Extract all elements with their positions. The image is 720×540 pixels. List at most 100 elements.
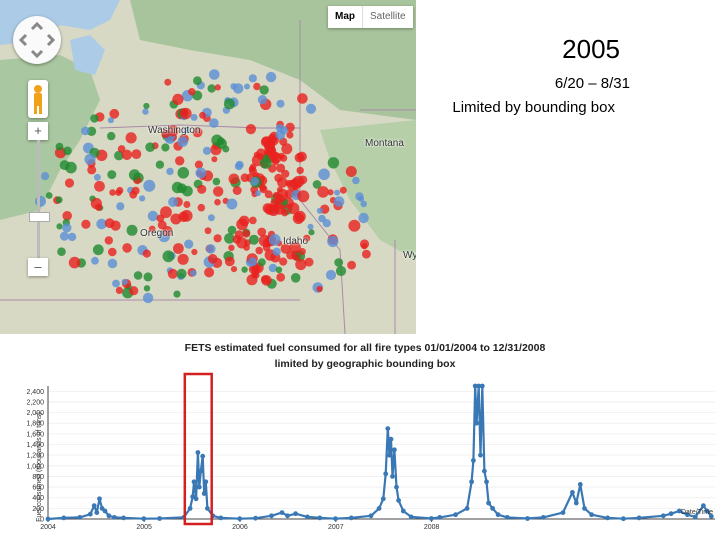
fire-marker[interactable] — [129, 190, 138, 199]
fire-marker[interactable] — [246, 274, 258, 286]
fire-marker[interactable] — [142, 249, 151, 258]
fire-marker[interactable] — [361, 243, 368, 250]
fire-marker[interactable] — [197, 184, 207, 194]
fire-marker[interactable] — [276, 163, 286, 173]
fire-marker[interactable] — [223, 98, 235, 110]
fire-marker[interactable] — [327, 189, 334, 196]
fire-marker[interactable] — [248, 257, 257, 267]
fire-marker[interactable] — [322, 219, 331, 228]
fire-marker[interactable] — [45, 192, 53, 199]
fire-marker[interactable] — [109, 108, 120, 119]
fire-marker[interactable] — [292, 212, 305, 224]
fire-marker[interactable] — [108, 247, 117, 257]
fire-marker[interactable] — [227, 225, 237, 235]
fire-marker[interactable] — [228, 173, 240, 185]
fire-marker[interactable] — [133, 271, 143, 280]
fire-marker[interactable] — [67, 232, 77, 242]
fire-marker[interactable] — [250, 177, 260, 186]
fire-marker[interactable] — [304, 257, 314, 267]
fire-marker[interactable] — [128, 169, 141, 181]
fire-marker[interactable] — [193, 76, 202, 86]
fire-marker[interactable] — [262, 244, 271, 252]
fire-marker[interactable] — [317, 186, 329, 198]
fire-marker[interactable] — [297, 93, 308, 104]
fire-marker[interactable] — [143, 179, 156, 192]
fire-marker[interactable] — [107, 131, 116, 141]
fire-marker[interactable] — [177, 167, 190, 179]
fire-marker[interactable] — [62, 223, 72, 233]
fire-marker[interactable] — [286, 131, 294, 139]
fire-marker[interactable] — [261, 136, 272, 146]
fire-marker[interactable] — [117, 145, 126, 153]
fire-marker[interactable] — [62, 211, 72, 221]
fire-marker[interactable] — [257, 95, 268, 105]
fire-marker[interactable] — [177, 253, 189, 265]
fire-marker[interactable] — [131, 149, 142, 160]
fire-marker[interactable] — [280, 243, 291, 254]
fire-marker[interactable] — [161, 143, 170, 152]
fire-marker[interactable] — [162, 250, 175, 263]
fire-marker[interactable] — [281, 169, 290, 178]
fire-marker[interactable] — [94, 180, 105, 192]
fire-marker[interactable] — [126, 224, 138, 236]
fire-marker[interactable] — [259, 185, 268, 194]
fire-marker[interactable] — [191, 248, 198, 256]
fire-marker[interactable] — [286, 250, 295, 260]
fire-marker[interactable] — [264, 190, 273, 199]
fire-marker[interactable] — [213, 234, 222, 243]
fire-marker[interactable] — [64, 178, 75, 188]
fire-marker[interactable] — [63, 146, 72, 156]
fire-marker[interactable] — [90, 114, 99, 123]
fire-marker[interactable] — [262, 203, 273, 214]
fire-marker[interactable] — [160, 206, 172, 219]
fire-marker[interactable] — [345, 166, 357, 177]
fire-marker[interactable] — [112, 279, 120, 288]
fire-marker[interactable] — [232, 186, 242, 195]
zoom-slider-thumb[interactable] — [29, 212, 50, 222]
fire-marker[interactable] — [104, 236, 114, 245]
fire-marker[interactable] — [334, 258, 344, 267]
fire-marker[interactable] — [268, 263, 278, 273]
fire-marker[interactable] — [248, 165, 256, 173]
fire-marker[interactable] — [335, 265, 347, 277]
fire-marker[interactable] — [183, 201, 191, 208]
fire-marker[interactable] — [155, 160, 165, 169]
fire-marker[interactable] — [312, 180, 322, 189]
fire-marker[interactable] — [276, 194, 286, 203]
fire-marker[interactable] — [211, 156, 218, 163]
fire-marker[interactable] — [178, 211, 189, 223]
fire-marker[interactable] — [57, 247, 66, 256]
fire-marker[interactable] — [275, 266, 283, 274]
fire-marker[interactable] — [109, 189, 116, 196]
fire-marker[interactable] — [192, 127, 203, 138]
fire-marker[interactable] — [295, 258, 307, 271]
fire-marker[interactable] — [254, 190, 261, 197]
fire-marker[interactable] — [216, 137, 225, 146]
fire-marker[interactable] — [184, 239, 194, 249]
fire-marker[interactable] — [224, 233, 235, 244]
fire-marker[interactable] — [143, 285, 151, 292]
fire-marker[interactable] — [258, 258, 266, 267]
fire-marker[interactable] — [148, 225, 156, 233]
fire-marker[interactable] — [107, 258, 118, 269]
fire-marker[interactable] — [161, 129, 170, 139]
fire-marker[interactable] — [275, 124, 284, 132]
fire-marker[interactable] — [143, 272, 153, 282]
fire-marker[interactable] — [296, 151, 307, 162]
fire-marker[interactable] — [290, 273, 301, 283]
fire-marker[interactable] — [166, 167, 174, 176]
fire-marker[interactable] — [91, 256, 99, 265]
fire-marker[interactable] — [236, 218, 249, 231]
fire-marker[interactable] — [94, 203, 103, 211]
fire-marker[interactable] — [280, 208, 289, 217]
fire-marker[interactable] — [147, 210, 159, 222]
fire-marker[interactable] — [224, 256, 235, 267]
fire-marker[interactable] — [240, 173, 250, 182]
fire-marker[interactable] — [298, 248, 306, 255]
fire-marker[interactable] — [167, 125, 179, 137]
fire-marker[interactable] — [94, 173, 101, 181]
fire-marker[interactable] — [188, 88, 196, 96]
fire-marker[interactable] — [249, 216, 257, 225]
fire-marker[interactable] — [334, 189, 341, 196]
fire-marker[interactable] — [333, 196, 345, 207]
